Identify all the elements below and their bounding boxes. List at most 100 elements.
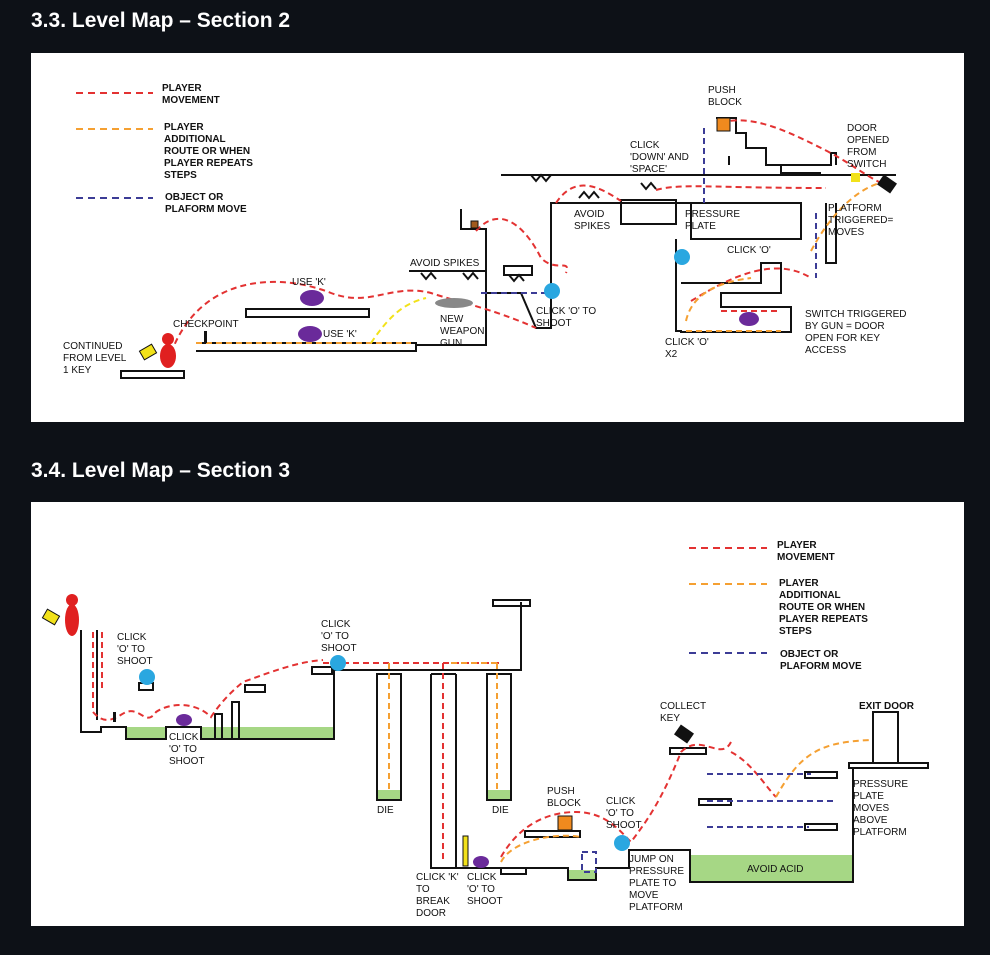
spikes-low-2 — [462, 271, 479, 281]
door-switch — [851, 173, 860, 182]
level-geometry — [120, 117, 896, 379]
wall-left-climb — [416, 209, 487, 346]
acid-pool-2 — [201, 727, 334, 739]
label-door-opened: DOOR OPENED FROM SWITCH — [847, 123, 889, 170]
spike-block — [503, 265, 533, 276]
label-use-k-top: USE 'K' — [292, 277, 326, 288]
target-orb-1 — [544, 283, 560, 299]
label-pressure-plate: PRESSURE PLATE — [685, 209, 740, 232]
right-shaft — [825, 203, 837, 264]
label-3-collect-key: COLLECT KEY — [660, 701, 706, 724]
path-3-red-1 — [92, 632, 324, 721]
floating-platform-a — [698, 798, 732, 806]
floating-platform-c — [804, 823, 838, 831]
key-icon — [138, 343, 158, 361]
label-3-jump-plate: JUMP ON PRESSURE PLATE TO MOVE PLATFORM — [629, 854, 684, 913]
main-floor — [196, 342, 417, 352]
float-platform-1 — [244, 684, 266, 693]
shaft-2 — [486, 673, 512, 801]
label-continued: CONTINUED FROM LEVEL 1 KEY — [63, 341, 127, 376]
movement-paths-3 — [92, 632, 872, 873]
label-click-o: CLICK 'O' — [727, 245, 771, 256]
path-red-5 — [720, 119, 882, 184]
orb-3-1 — [139, 669, 155, 685]
legend-2: PLAYER MOVEMENT PLAYER ADDITIONAL ROUTE OR … — [689, 540, 868, 672]
legend-player-movement: PLAYER MOVEMENT — [162, 83, 220, 106]
orb-3-2 — [330, 655, 346, 671]
orb-3-3 — [614, 835, 630, 851]
checkpoint-3 — [113, 712, 116, 722]
floating-platform-b — [804, 771, 838, 779]
stair-steps — [716, 117, 837, 166]
path-3-orange-5 — [775, 739, 872, 798]
acid-pool-1 — [126, 727, 166, 739]
acid-large — [690, 855, 853, 882]
path-red-4 — [655, 185, 827, 191]
shaft-long — [430, 674, 457, 869]
legend-2-object-move: OBJECT OR PLAFORM MOVE — [780, 649, 862, 672]
label-push-block: PUSH BLOCK — [708, 85, 742, 108]
label-new-weapon: NEW WEAPON: GUN — [440, 314, 487, 349]
label-3-pressure-plate-moves: PRESSURE PLATE MOVES ABOVE PLATFORM — [853, 779, 908, 838]
path-red-6 — [690, 267, 812, 302]
spikes — [409, 173, 657, 283]
acid-pool-3 — [568, 870, 596, 880]
path-yellow — [370, 297, 427, 344]
player-3-body — [65, 604, 79, 636]
label-3-die-1: DIE — [377, 805, 394, 816]
breakable-door — [462, 835, 469, 867]
legend-2-player-movement: PLAYER MOVEMENT — [777, 540, 835, 563]
level-map-2-diagram: PLAYER MOVEMENT PLAYER ADDITIONAL ROUTE OR … — [63, 83, 906, 379]
legend-additional-route: PLAYER ADDITIONAL ROUTE OR WHEN PLAYER REPE… — [164, 122, 253, 181]
upper-ledge — [245, 308, 370, 318]
path-3-orange-4 — [500, 834, 582, 863]
label-click-o-shoot: CLICK 'O' TO SHOOT — [536, 306, 596, 329]
enemy-3 — [739, 312, 759, 326]
spikes-low-1 — [420, 271, 437, 281]
level-map-3-diagram: PLAYER MOVEMENT PLAYER ADDITIONAL ROUTE OR … — [41, 540, 929, 919]
label-3-click-o-4: CLICK 'O' TO SHOOT — [606, 796, 642, 831]
key-platform — [669, 747, 707, 755]
label-click-o-x2: CLICK 'O' X2 — [665, 337, 709, 360]
enemy-2 — [298, 326, 322, 342]
label-3-click-o-1: CLICK 'O' TO SHOOT — [117, 632, 153, 667]
key-3-icon — [41, 608, 61, 626]
gun-pickup — [435, 298, 473, 308]
push-block — [716, 117, 731, 132]
pressure-block — [620, 199, 677, 225]
label-3-click-o-5: CLICK 'O' TO SHOOT — [467, 872, 503, 907]
push-block-3 — [557, 815, 573, 831]
mid-block — [486, 202, 802, 329]
label-3-die-2: DIE — [492, 805, 509, 816]
lower-room — [675, 239, 792, 333]
spikes-low-3 — [508, 273, 525, 283]
acid-die-1 — [377, 790, 401, 800]
post-2 — [231, 701, 240, 740]
path-3-blue-box — [581, 851, 597, 873]
section-3-title: 3.4. Level Map – Section 3 — [31, 459, 291, 482]
label-platform-triggered: PLATFORM TRIGGERED= MOVES — [828, 203, 893, 238]
label-3-push-block: PUSH BLOCK — [547, 786, 581, 809]
spikes-top-2 — [578, 190, 600, 200]
top-platform — [492, 599, 531, 607]
level-3-geometry — [80, 599, 929, 883]
label-avoid-spikes-2: AVOID SPIKES — [410, 258, 480, 269]
label-3-click-o-3: CLICK 'O' TO SHOOT — [169, 732, 205, 767]
acid-pools — [126, 727, 853, 882]
target-orb-2 — [674, 249, 690, 265]
enemy-3-2 — [473, 856, 489, 868]
post-1 — [214, 713, 223, 740]
label-click-down-space: CLICK 'DOWN' AND 'SPACE' — [630, 140, 689, 175]
spikes-top-3 — [640, 181, 657, 191]
legend: PLAYER MOVEMENT PLAYER ADDITIONAL ROUTE OR … — [76, 83, 253, 215]
legend-2-additional-route: PLAYER ADDITIONAL ROUTE OR WHEN PLAYER REPE… — [779, 578, 868, 637]
checkpoint-flag — [204, 331, 207, 343]
legend-object-move: OBJECT OR PLAFORM MOVE — [165, 192, 247, 215]
exit-door — [872, 711, 899, 764]
level-map-section-2: PLAYER MOVEMENT PLAYER ADDITIONAL ROUTE OR … — [31, 53, 964, 422]
small-block — [470, 220, 479, 229]
movement-paths — [170, 119, 892, 354]
enemy-1 — [300, 290, 324, 306]
path-red-2 — [475, 217, 568, 274]
acid-die-2 — [487, 790, 511, 800]
